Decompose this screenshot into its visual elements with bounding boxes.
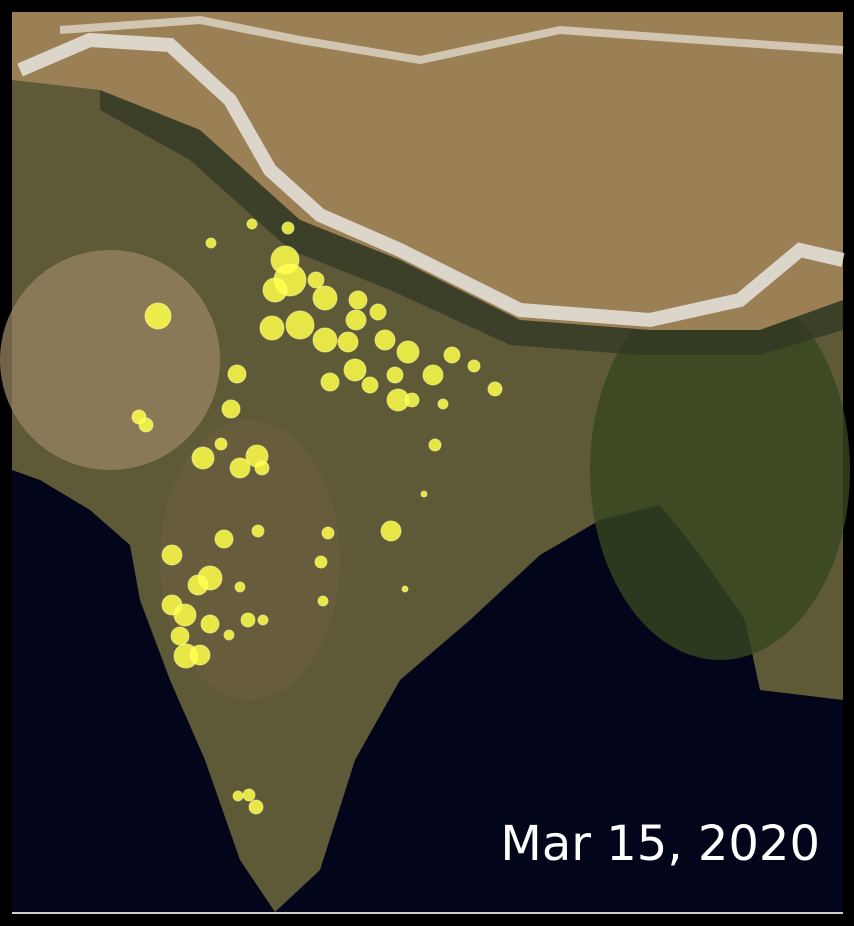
point bbox=[320, 372, 340, 392]
point bbox=[386, 366, 404, 384]
point bbox=[246, 218, 258, 230]
point bbox=[422, 364, 444, 386]
point bbox=[380, 520, 402, 542]
point bbox=[144, 302, 172, 330]
snow-line bbox=[17, 32, 845, 328]
snow-line-2 bbox=[59, 15, 844, 65]
point bbox=[345, 309, 367, 331]
point bbox=[187, 574, 209, 596]
point bbox=[227, 364, 247, 384]
point bbox=[428, 438, 442, 452]
basemap bbox=[0, 12, 850, 914]
point bbox=[404, 392, 420, 408]
date-label: Mar 15, 2020 bbox=[500, 816, 820, 872]
point bbox=[232, 790, 244, 802]
point bbox=[307, 271, 325, 289]
point bbox=[321, 526, 335, 540]
desert bbox=[0, 250, 220, 470]
bottom-border bbox=[12, 912, 843, 914]
points bbox=[131, 218, 503, 815]
point bbox=[285, 310, 315, 340]
point bbox=[312, 327, 338, 353]
point bbox=[161, 544, 183, 566]
point bbox=[396, 340, 420, 364]
point bbox=[401, 585, 409, 593]
point bbox=[191, 446, 215, 470]
point bbox=[200, 614, 220, 634]
point bbox=[229, 457, 251, 479]
point bbox=[170, 626, 190, 646]
point bbox=[259, 315, 285, 341]
point bbox=[374, 329, 396, 351]
point bbox=[248, 799, 264, 815]
point bbox=[240, 612, 256, 628]
point bbox=[369, 303, 387, 321]
point bbox=[223, 629, 235, 641]
point bbox=[312, 285, 338, 311]
point bbox=[242, 788, 256, 802]
point bbox=[281, 221, 295, 235]
point bbox=[173, 603, 197, 627]
point bbox=[214, 529, 234, 549]
mountain-shadow bbox=[100, 90, 843, 355]
point bbox=[254, 460, 270, 476]
point bbox=[361, 376, 379, 394]
point bbox=[487, 381, 503, 397]
point bbox=[205, 237, 217, 249]
point bbox=[337, 331, 359, 353]
point bbox=[257, 614, 269, 626]
point bbox=[314, 555, 328, 569]
point bbox=[437, 398, 449, 410]
point bbox=[214, 437, 228, 451]
point bbox=[317, 595, 329, 607]
point bbox=[467, 359, 481, 373]
point bbox=[138, 417, 154, 433]
point bbox=[262, 277, 288, 303]
point bbox=[443, 346, 461, 364]
point bbox=[251, 524, 265, 538]
point bbox=[343, 358, 367, 382]
point bbox=[221, 399, 241, 419]
point bbox=[234, 581, 246, 593]
point bbox=[189, 644, 211, 666]
forest bbox=[590, 280, 850, 660]
point bbox=[420, 490, 428, 498]
point bbox=[348, 290, 368, 310]
